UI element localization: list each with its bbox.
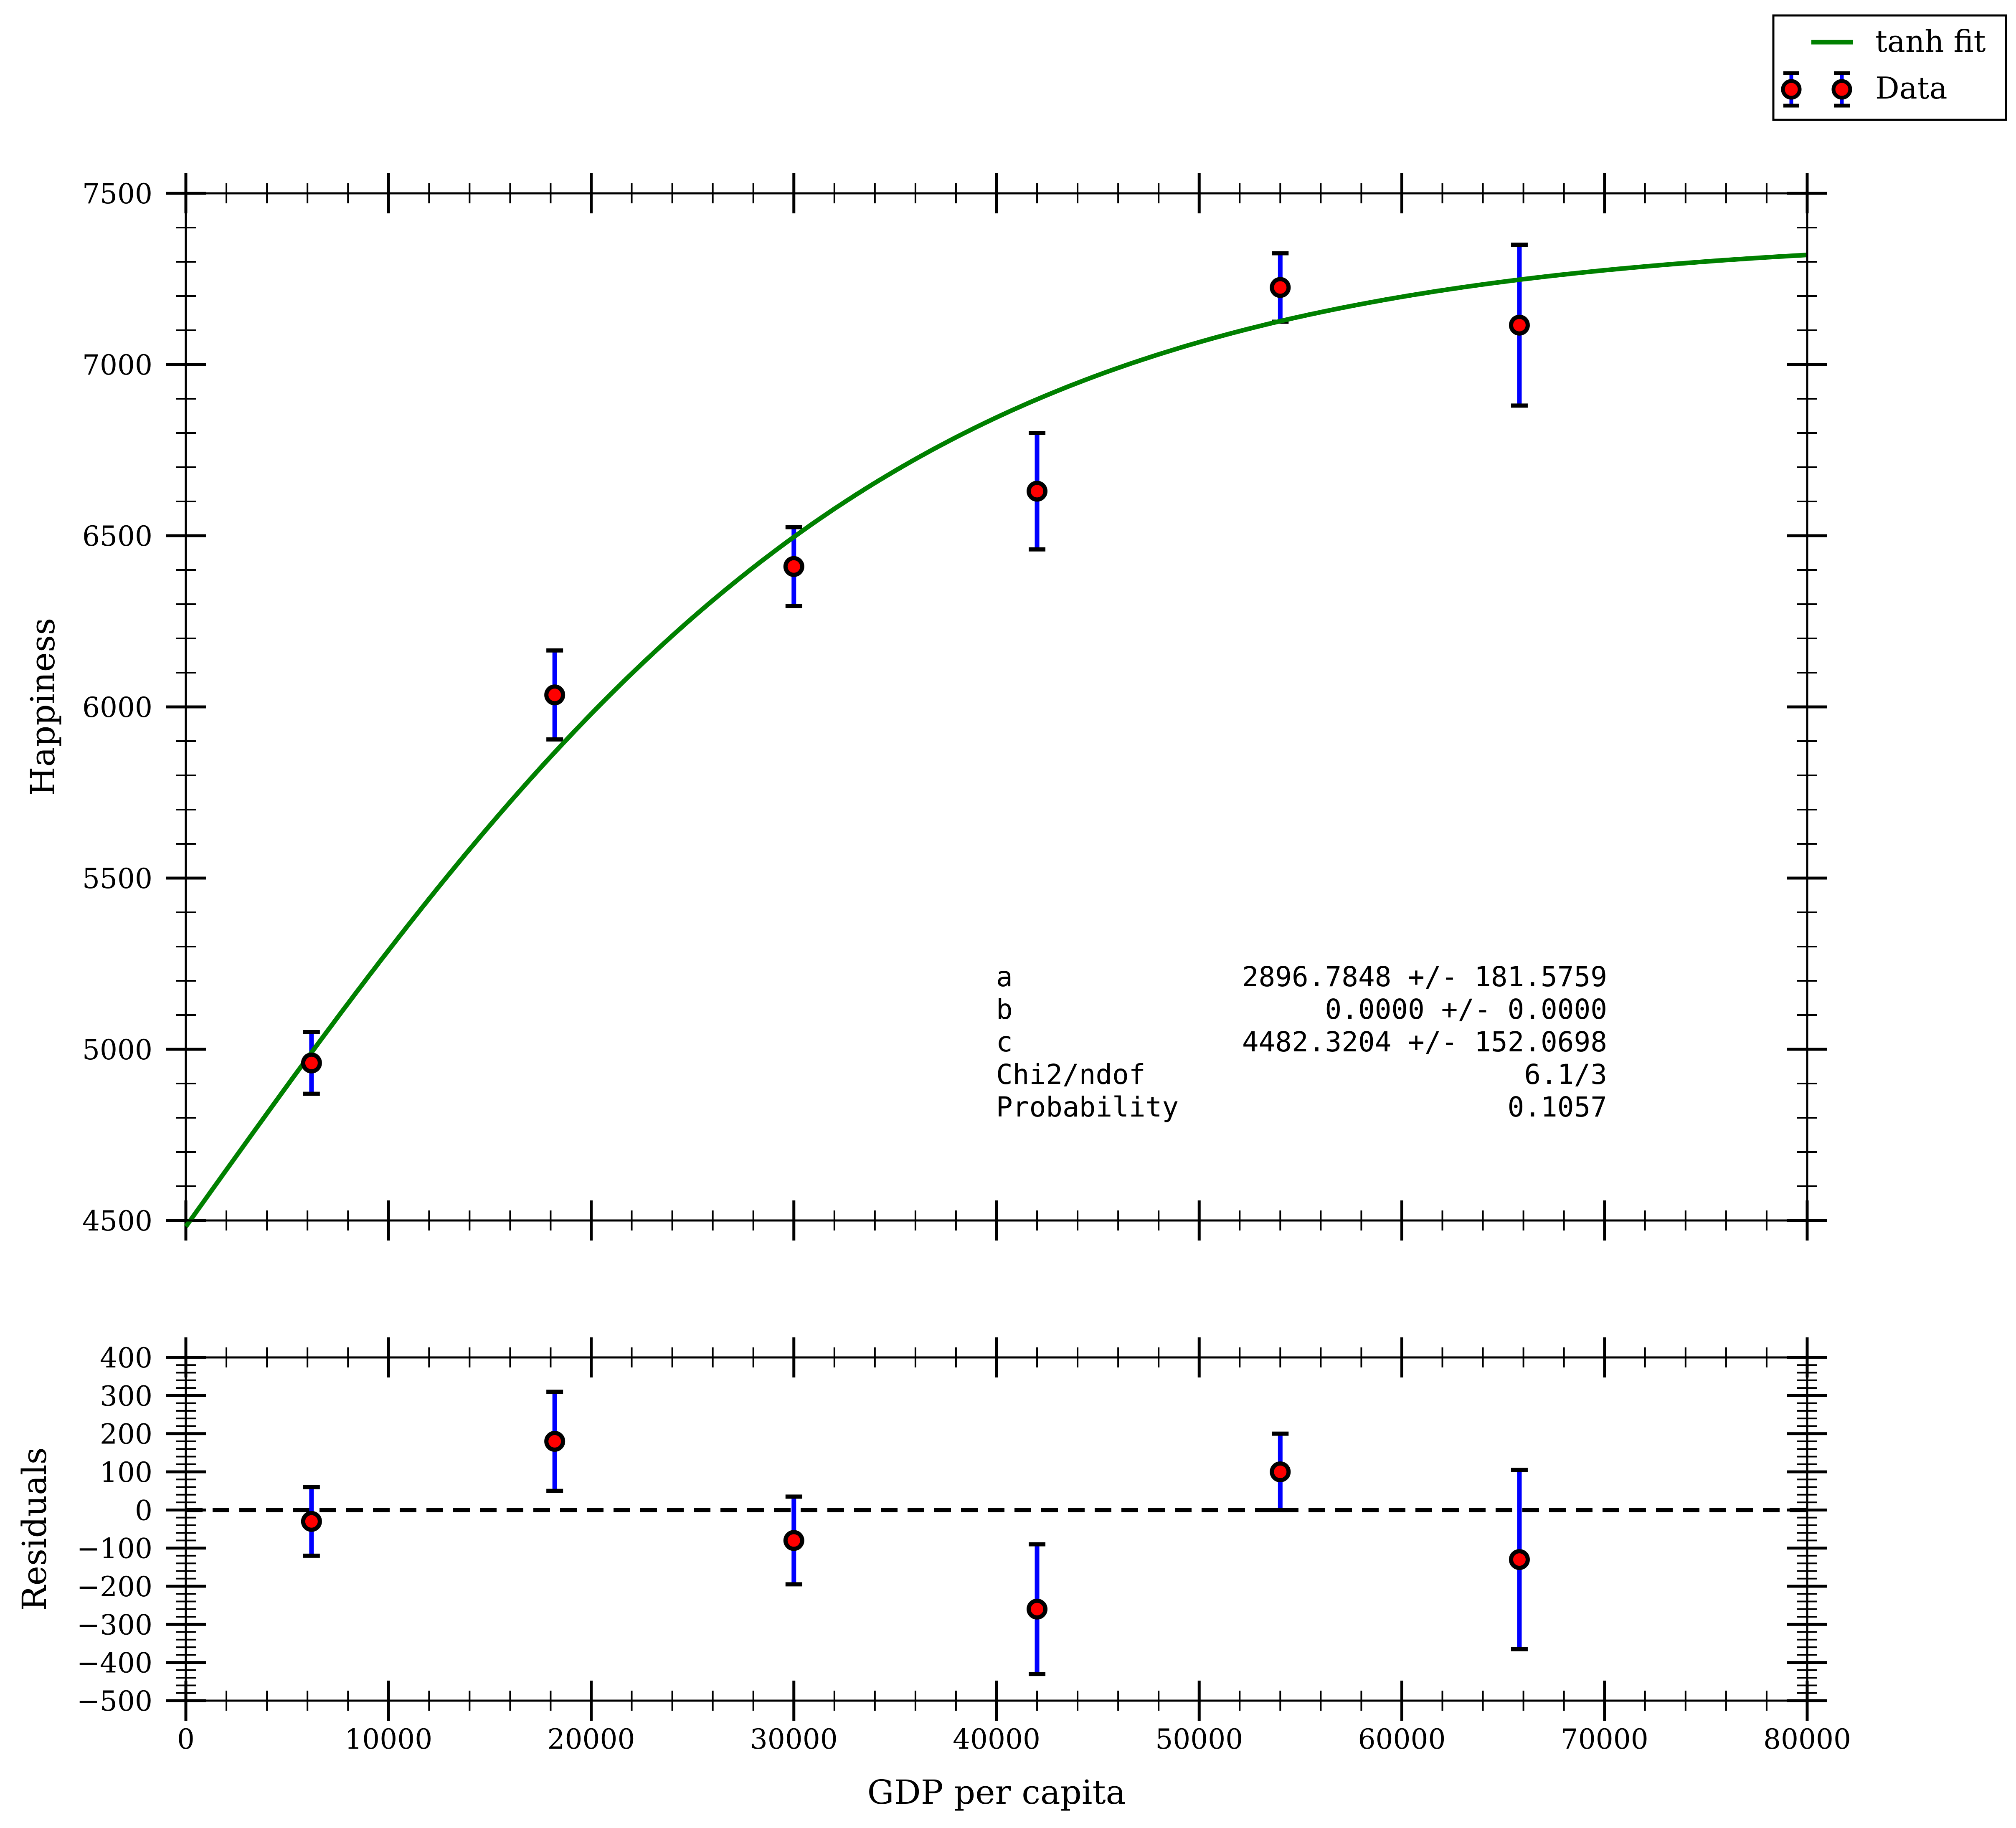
y-tick-label: 0 [135,1494,152,1527]
fit-panel: 4500 5000 5500 6000 6500 7000 7500 Happiness a… [23,173,1827,1241]
stat-value-probability: 0.1057 [1508,1091,1607,1123]
bottom-panel-frame [185,1356,1808,1702]
stat-label-probability: Probability [996,1091,1179,1123]
legend-data-swatch [1781,71,1852,108]
stat-label-b: b [996,993,1013,1025]
residuals-panel: 0 10000 20000 30000 40000 50000 60000 70000 8000… [15,1337,1851,1812]
y-tick-label: −100 [77,1533,152,1565]
happiness-data-point [301,1052,322,1074]
legend-fit-label: tanh fit [1875,24,1986,59]
legend-frame [1772,14,2007,121]
x-tick-label: 60000 [1358,1723,1446,1755]
happiness-data-point [544,684,565,706]
residual-data-point [1270,1461,1291,1482]
y-tick-label: 6500 [82,520,152,552]
x-tick-label: 0 [177,1723,195,1755]
y-tick-label: 400 [100,1342,152,1374]
stat-value-chi2: 6.1/3 [1524,1058,1607,1091]
x-tick-label: 10000 [345,1723,432,1755]
stat-value-a: 2896.7848 +/- 181.5759 [1242,961,1607,993]
x-tick-label: 40000 [953,1723,1040,1755]
stat-value-c: 4482.3204 +/- 152.0698 [1242,1026,1607,1058]
happiness-axis-label: Happiness [23,618,62,796]
y-tick-label: 5000 [82,1034,152,1066]
bottom-panel-tick-labels: 0 10000 20000 30000 40000 50000 60000 70000 8000… [77,1342,1851,1755]
y-tick-label: −400 [77,1647,152,1679]
gdp-axis-label: GDP per capita [867,1773,1126,1812]
fit-statistics-box: a 2896.7848 +/- 181.5759 b 0.0000 +/- 0.… [996,961,1607,1123]
happiness-data-point [783,556,804,577]
x-tick-label: 70000 [1561,1723,1648,1755]
residual-data-point [1509,1549,1530,1570]
residual-data-point [783,1530,804,1551]
y-tick-label: 5500 [82,863,152,895]
residual-data-point [544,1430,565,1452]
y-tick-label: −300 [77,1609,152,1641]
y-tick-label: 6000 [82,691,152,724]
happiness-data-point [1270,277,1291,298]
x-tick-label: 20000 [548,1723,635,1755]
legend-data-label: Data [1875,71,1948,106]
residual-data-point [1027,1598,1048,1620]
y-tick-label: −200 [77,1571,152,1603]
tanh-fit-curve [184,253,1808,1228]
y-tick-label: 300 [100,1380,152,1412]
stat-label-a: a [996,961,1013,993]
y-tick-label: −500 [77,1685,152,1717]
top-panel-data-points [301,277,1530,1074]
stat-label-c: c [996,1026,1013,1058]
legend: tanh fit Data [1772,14,2007,121]
happiness-data-point [1027,481,1048,502]
bottom-panel-data-points [301,1430,1530,1620]
y-tick-label: 7500 [82,178,152,210]
y-tick-label: 100 [100,1456,152,1489]
x-tick-label: 50000 [1155,1723,1243,1755]
happiness-data-point [1509,314,1530,336]
y-tick-label: 200 [100,1418,152,1451]
top-panel-frame [185,192,1808,1222]
x-tick-label: 80000 [1763,1723,1851,1755]
x-tick-label: 30000 [750,1723,838,1755]
y-tick-label: 4500 [82,1205,152,1237]
stat-value-b: 0.0000 +/- 0.0000 [1325,993,1607,1025]
residual-data-point [301,1511,322,1532]
top-panel-tick-labels: 4500 5000 5500 6000 6500 7000 7500 [82,178,152,1237]
stat-label-chi2: Chi2/ndof [996,1058,1146,1091]
residuals-axis-label: Residuals [15,1447,54,1610]
y-tick-label: 7000 [82,349,152,381]
